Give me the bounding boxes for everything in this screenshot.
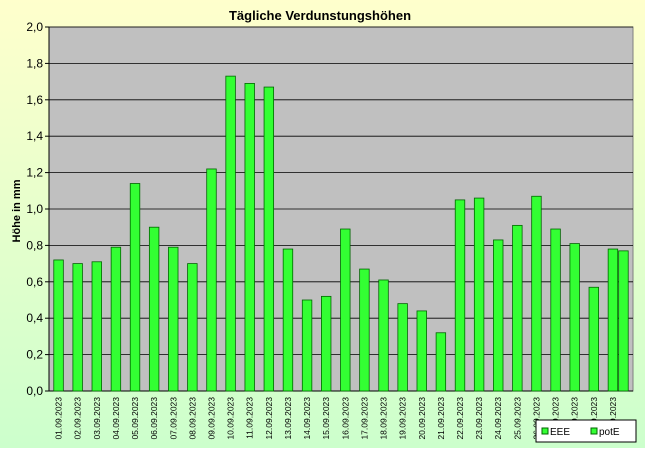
y-tick-label: 1,8 (26, 56, 43, 70)
x-tick-label: 10.09.2023 (226, 397, 236, 440)
x-tick-label: 12.09.2023 (264, 397, 274, 440)
chart-title: Tägliche Verdunstungshöhen (229, 8, 411, 23)
y-axis-label: Höhe in mm (11, 179, 23, 242)
x-tick-label: 19.09.2023 (398, 397, 408, 440)
y-tick-labels: 0,0 0,2 0,4 0,6 0,8 1,0 1,2 1,4 1,6 1,8 2,0 (26, 20, 43, 398)
legend-swatch-pote (590, 427, 598, 435)
bar (416, 310, 427, 392)
x-tick-label: 26.09.2023 (531, 397, 541, 440)
bar (531, 195, 542, 392)
y-tick-label: 1,0 (26, 202, 43, 216)
bar (435, 332, 447, 392)
bar (359, 268, 370, 392)
x-tick-label: 16.09.2023 (340, 397, 350, 440)
x-tick-label: 11.09.2023 (245, 397, 255, 439)
bar (607, 248, 619, 392)
bar (187, 263, 198, 392)
y-tick-label: 0,2 (26, 348, 43, 362)
y-tick-label: 2,0 (26, 20, 43, 34)
x-tick-label: 08.09.2023 (187, 397, 197, 440)
x-tick-labels: 01.09.2023 02.09.2023 03.09.2023 04.09.2023… (54, 397, 618, 440)
x-tick-label: 02.09.2023 (73, 397, 83, 440)
bar (148, 226, 160, 392)
bar (91, 261, 102, 392)
y-tick-label: 1,2 (26, 166, 43, 180)
x-tick-label: 14.09.2023 (302, 397, 312, 440)
x-tick-label: 24.09.2023 (493, 397, 503, 440)
x-tick-label: 25.09.2023 (512, 397, 522, 440)
bar (129, 183, 141, 392)
x-tick-label: 01.09.2023 (54, 397, 64, 440)
x-tick-label: 06.09.2023 (149, 397, 159, 440)
x-tick-label: 17.09.2023 (359, 397, 369, 440)
bars (53, 75, 629, 392)
x-tick-label: 18.09.2023 (379, 397, 389, 440)
legend-label-eee: EEE (550, 427, 570, 438)
bar (263, 86, 275, 392)
y-tick-label: 1,6 (26, 93, 43, 107)
legend-label-pote: potE (599, 427, 620, 438)
bar (493, 239, 504, 392)
legend: EEE potE (535, 419, 637, 443)
x-tick-label: 03.09.2023 (92, 397, 102, 440)
legend-box (535, 419, 637, 443)
bar (225, 75, 236, 392)
x-tick-label: 29.09.2023 (589, 397, 599, 440)
bar (168, 246, 179, 392)
bar (206, 168, 217, 392)
bar (72, 263, 83, 392)
x-tick-label: 23.09.2023 (474, 397, 484, 440)
bar (244, 83, 255, 392)
bar-trailing (618, 250, 629, 392)
bar (110, 246, 122, 392)
x-tick-label: 27.09.2023 (551, 397, 561, 440)
x-tick-label: 07.09.2023 (168, 397, 178, 440)
y-tick-label: 0,0 (26, 384, 43, 398)
x-tick-label: 04.09.2023 (111, 397, 121, 440)
bar (550, 228, 561, 392)
x-tick-label: 21.09.2023 (436, 397, 446, 440)
bar (397, 303, 408, 392)
x-tick-label: 13.09.2023 (283, 397, 293, 440)
x-tick-label: 20.09.2023 (417, 397, 427, 440)
bar (282, 248, 294, 392)
x-tick-label: 30.09.2023 (608, 397, 618, 440)
x-tick-label: 05.09.2023 (130, 397, 140, 440)
bar (53, 259, 64, 392)
bar (569, 243, 580, 392)
bar (378, 279, 389, 392)
y-tick-label: 1,4 (26, 129, 43, 143)
y-tick-label: 0,4 (26, 311, 43, 325)
bar (340, 228, 351, 392)
bar (454, 199, 466, 392)
bar (321, 295, 332, 392)
x-tick-label: 09.09.2023 (206, 397, 216, 440)
bar (588, 286, 599, 392)
y-tick-label: 0,8 (26, 238, 43, 252)
bar (301, 299, 313, 392)
x-tick-label: 22.09.2023 (455, 397, 465, 440)
bar (473, 197, 485, 392)
y-tick-label: 0,6 (26, 275, 43, 289)
legend-swatch-eee (541, 427, 549, 435)
x-tick-label: 15.09.2023 (321, 397, 331, 440)
x-tick-label: 28.09.2023 (570, 397, 580, 440)
bar (512, 224, 523, 392)
